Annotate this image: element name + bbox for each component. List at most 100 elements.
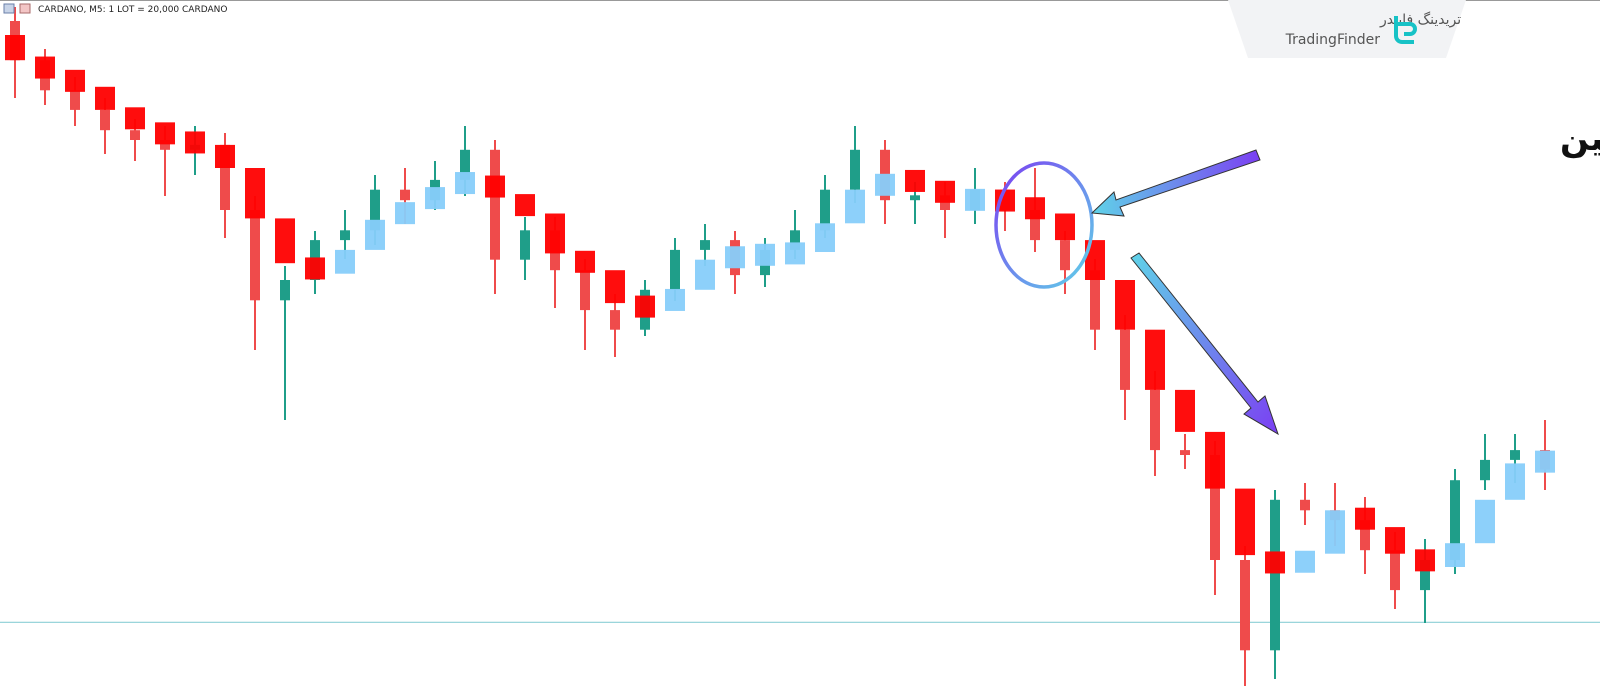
indicator-bar <box>1295 550 1315 573</box>
candle-body <box>220 144 230 210</box>
indicator-bar <box>605 270 625 304</box>
indicator-bar <box>35 56 55 79</box>
indicator-bar <box>1535 450 1555 473</box>
candle-body <box>340 230 350 241</box>
candle-body <box>130 130 140 140</box>
plot-area <box>0 7 1600 686</box>
candle-body <box>1270 499 1280 651</box>
indicator-bar <box>965 188 985 211</box>
candle-body <box>850 149 860 190</box>
indicator-bar <box>1115 280 1135 330</box>
candle-body <box>1450 480 1460 560</box>
candle-body <box>670 249 680 290</box>
window-icon <box>3 3 15 14</box>
indicator-bar <box>935 180 955 203</box>
logo-panel <box>1228 0 1466 58</box>
arrow <box>1090 149 1261 217</box>
candle-body <box>1510 450 1520 460</box>
indicator-bar <box>785 242 805 265</box>
indicator-bar <box>185 131 205 154</box>
indicator-bar <box>1055 213 1075 241</box>
indicator-bar <box>1325 510 1345 554</box>
candle-body <box>1210 455 1220 560</box>
indicator-bar <box>1505 463 1525 500</box>
indicator-bar <box>65 69 85 92</box>
indicator-bar <box>905 169 925 192</box>
candle-body <box>400 189 410 201</box>
candle-body <box>280 280 290 301</box>
indicator-bar <box>1085 240 1105 280</box>
indicator-bar <box>245 168 265 219</box>
indicator-bar <box>1265 551 1285 574</box>
candle-body <box>580 270 590 311</box>
candle-body <box>70 90 80 110</box>
chart-header: CARDANO, M5: 1 LOT = 20,000 CARDANO <box>38 5 227 15</box>
candle-body <box>370 189 380 231</box>
candle-body <box>610 310 620 330</box>
brand-fa: تریدینگ فایندر <box>1379 11 1461 28</box>
candle-body <box>160 140 170 150</box>
indicator-bar <box>365 219 385 250</box>
indicator-bar <box>545 213 565 254</box>
indicator-bar <box>275 218 295 264</box>
indicator-bar <box>1205 431 1225 489</box>
indicator-bar <box>875 173 895 196</box>
candle-body <box>1390 550 1400 591</box>
candle-body <box>1180 450 1190 455</box>
candle-body <box>790 230 800 250</box>
candle-body <box>820 189 830 231</box>
indicator-bar <box>5 35 25 61</box>
candle-body <box>460 149 470 180</box>
indicator-bar <box>1475 499 1495 544</box>
brand-logo <box>1394 16 1417 44</box>
candle-body <box>1480 459 1490 481</box>
candle-body <box>1420 560 1430 591</box>
indicator-bar <box>425 187 445 210</box>
indicator-bar <box>1025 197 1045 220</box>
indicator-bar <box>335 249 355 274</box>
candle-body <box>520 230 530 260</box>
indicator-bar <box>515 194 535 217</box>
indicator-bar <box>305 257 325 280</box>
indicator-bar <box>1355 507 1375 530</box>
arrow <box>1130 252 1279 436</box>
highlight-circle <box>994 161 1094 289</box>
candle-body <box>490 149 500 260</box>
indicator-bar <box>1175 389 1195 432</box>
indicator-bar <box>1415 549 1435 572</box>
indicator-bar <box>155 122 175 145</box>
indicator-bar <box>125 107 145 130</box>
indicator-bar <box>815 223 835 252</box>
indicator-bar <box>1445 543 1465 567</box>
candle-body <box>910 195 920 201</box>
indicator-bar <box>455 172 475 195</box>
indicator-bar <box>1145 329 1165 390</box>
indicator-bar <box>845 189 865 224</box>
indicator-bar <box>635 295 655 318</box>
candle-body <box>1300 499 1310 511</box>
window-icon <box>19 3 31 14</box>
candle-body <box>1360 520 1370 551</box>
indicator-bar <box>725 246 745 269</box>
candle-body <box>1150 389 1160 451</box>
candle-body <box>1030 210 1040 241</box>
indicator-bar <box>755 243 775 266</box>
candle-body <box>700 240 710 250</box>
candle-body <box>1120 329 1130 390</box>
indicator-bar <box>215 144 235 168</box>
indicator-bar <box>1235 488 1255 556</box>
candle-body <box>1240 560 1250 651</box>
candle-body <box>1090 270 1100 330</box>
indicator-bar <box>665 288 685 311</box>
indicator-bar <box>695 259 715 290</box>
indicator-bar <box>1385 527 1405 554</box>
candle-body <box>1060 240 1070 271</box>
brand-en: TradingFinder <box>1285 32 1381 48</box>
indicator-bar <box>95 86 115 110</box>
indicator-bar <box>395 202 415 225</box>
indicator-bar <box>485 175 505 198</box>
annotation: شکست به سمت پایین <box>1560 119 1600 159</box>
indicator-bar <box>575 250 595 273</box>
candle-body <box>100 109 110 131</box>
